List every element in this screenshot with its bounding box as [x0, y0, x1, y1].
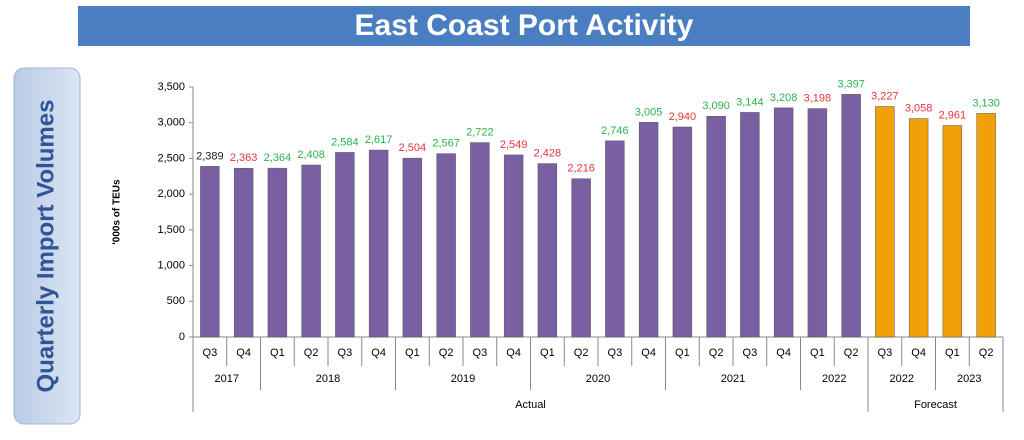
x-tick-label: Q2	[304, 347, 319, 359]
chart-title: East Coast Port Activity	[355, 9, 694, 42]
bar	[605, 140, 625, 338]
x-tick-label: Q4	[911, 347, 926, 359]
value-label: 2,961	[939, 109, 967, 121]
value-label: 3,227	[871, 90, 899, 102]
value-label: 3,397	[837, 78, 865, 90]
value-label: 3,090	[702, 100, 730, 112]
value-label: 2,584	[331, 136, 359, 148]
bar	[233, 167, 254, 338]
value-label: 2,567	[432, 138, 460, 150]
value-label: 2,549	[500, 139, 528, 151]
value-label: 2,722	[466, 126, 494, 138]
value-label: 2,940	[669, 111, 697, 123]
side-panel	[13, 67, 81, 425]
bar	[436, 153, 456, 338]
year-label: 2022	[822, 373, 846, 385]
value-label: 2,216	[567, 163, 595, 175]
y-tick-label: 2,000	[157, 188, 185, 200]
year-label: 2022	[890, 373, 914, 385]
bar	[571, 178, 591, 338]
bar	[908, 118, 929, 338]
year-label: 2023	[957, 373, 981, 385]
y-tick-label: 500	[167, 295, 185, 307]
x-tick-label: Q3	[608, 347, 623, 359]
bar	[537, 163, 558, 338]
value-label: 2,389	[196, 150, 224, 162]
period-label: Actual	[515, 399, 546, 411]
value-label: 3,058	[905, 102, 933, 114]
bar	[638, 122, 659, 338]
bar	[807, 108, 828, 338]
x-tick-label: Q1	[540, 347, 555, 359]
year-label: 2017	[215, 373, 239, 385]
y-tick-label: 0	[179, 331, 185, 343]
bar	[706, 116, 726, 338]
side-label: Quarterly Import Volumes	[32, 100, 59, 393]
x-tick-label: Q4	[371, 347, 386, 359]
bar	[672, 126, 693, 338]
y-tick-label: 3,500	[157, 81, 185, 93]
value-label: 3,144	[736, 96, 764, 108]
y-tick-label: 1,500	[157, 224, 185, 236]
x-tick-label: Q3	[338, 347, 353, 359]
bar	[740, 112, 760, 338]
bar	[200, 166, 220, 338]
x-tick-label: Q3	[203, 347, 218, 359]
value-label: 2,504	[399, 142, 427, 154]
year-label: 2020	[586, 373, 610, 385]
period-label: Forecast	[914, 399, 957, 411]
bar	[503, 154, 524, 338]
y-tick-label: 3,000	[157, 117, 185, 129]
x-tick-label: Q2	[439, 347, 454, 359]
x-tick-label: Q4	[236, 347, 251, 359]
x-tick-label: Q2	[709, 347, 724, 359]
value-label: 3,198	[804, 92, 832, 104]
bar	[942, 125, 963, 338]
x-tick-label: Q1	[810, 347, 825, 359]
bar	[841, 94, 861, 338]
x-tick-label: Q1	[675, 347, 690, 359]
y-axis-label: '000s of TEUs	[112, 179, 123, 245]
bar	[470, 142, 490, 338]
x-tick-label: Q2	[979, 347, 994, 359]
bar	[875, 106, 895, 338]
value-label: 3,208	[770, 92, 798, 104]
x-tick-label: Q3	[878, 347, 893, 359]
y-tick-label: 1,000	[157, 259, 185, 271]
x-tick-label: Q3	[473, 347, 488, 359]
bar	[301, 164, 321, 338]
x-tick-label: Q4	[641, 347, 656, 359]
bar	[368, 149, 389, 338]
x-tick-label: Q1	[405, 347, 420, 359]
bar	[402, 157, 423, 338]
x-tick-label: Q4	[506, 347, 521, 359]
value-label: 2,363	[230, 152, 258, 164]
x-tick-label: Q1	[270, 347, 285, 359]
x-tick-label: Q2	[844, 347, 859, 359]
value-label: 2,617	[365, 134, 393, 146]
bar	[267, 167, 288, 338]
y-tick-label: 2,500	[157, 152, 185, 164]
value-label: 2,746	[601, 125, 629, 137]
x-tick-label: Q2	[574, 347, 589, 359]
value-label: 2,364	[264, 152, 292, 164]
title-banner	[78, 6, 970, 46]
bar	[335, 152, 355, 338]
bar	[976, 113, 996, 338]
value-label: 2,428	[534, 147, 562, 159]
x-tick-label: Q3	[743, 347, 758, 359]
year-label: 2018	[316, 373, 340, 385]
value-label: 3,005	[635, 106, 663, 118]
x-tick-label: Q4	[776, 347, 791, 359]
value-label: 2,408	[297, 149, 325, 161]
bar	[773, 107, 794, 338]
value-label: 3,130	[972, 97, 1000, 109]
x-tick-label: Q1	[945, 347, 960, 359]
year-label: 2019	[451, 373, 475, 385]
year-label: 2021	[721, 373, 745, 385]
